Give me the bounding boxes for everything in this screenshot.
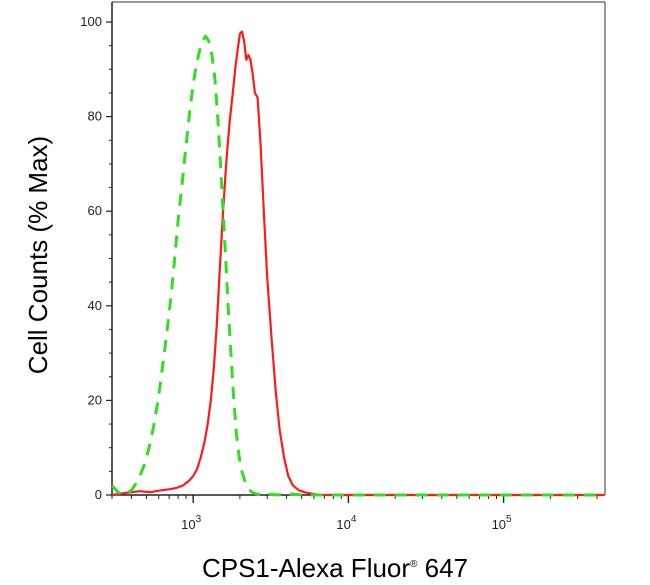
y-tick-label: 100 <box>80 14 102 29</box>
x-axis-ticks: 103 104 105 <box>111 495 598 532</box>
series-layer <box>110 30 605 497</box>
y-tick-label: 20 <box>88 392 102 407</box>
y-tick-label: 0 <box>95 487 102 502</box>
x-axis-title: CPS1-Alexa Fluor® 647 <box>202 553 468 583</box>
y-tick-label: 60 <box>88 203 102 218</box>
y-axis-title: Cell Counts (% Max) <box>23 136 53 374</box>
x-tick-label: 104 <box>336 514 356 532</box>
x-tick-label: 105 <box>492 514 512 532</box>
y-tick-label: 40 <box>88 298 102 313</box>
x-axis-title-main: CPS1-Alexa Fluor <box>202 553 410 583</box>
y-tick-label: 80 <box>88 109 102 124</box>
y-axis-ticks: 0 20 40 60 80 100 <box>80 14 112 502</box>
isotype-control-curve <box>110 34 605 497</box>
x-axis-title-suffix: 647 <box>417 553 468 583</box>
x-axis-title-registered-mark: ® <box>410 559 418 570</box>
cps1-stained-curve <box>111 30 605 497</box>
x-tick-label: 103 <box>181 514 201 532</box>
plot-area <box>111 1 606 496</box>
